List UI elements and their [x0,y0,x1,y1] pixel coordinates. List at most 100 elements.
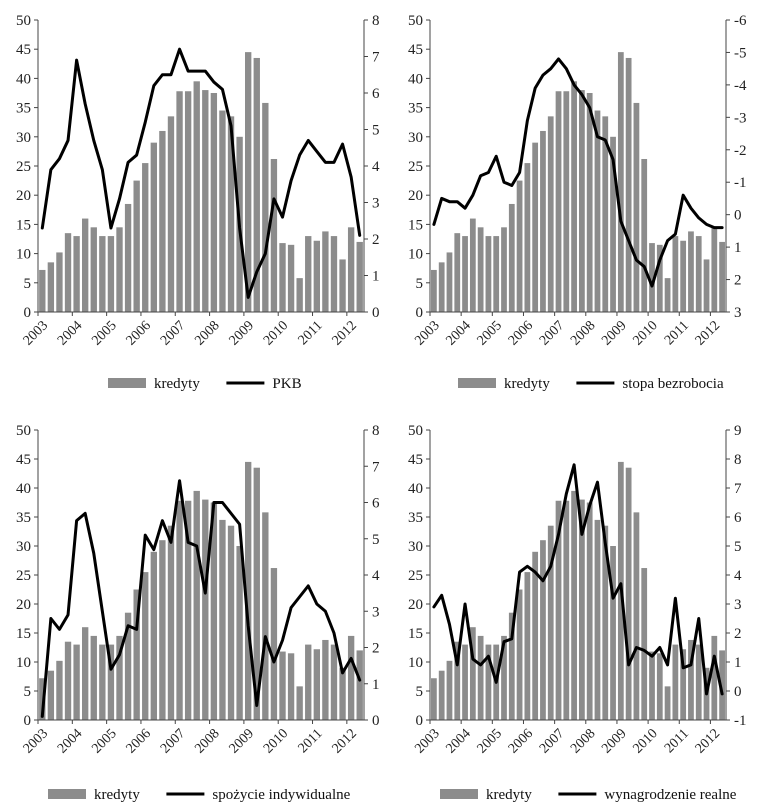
x-tick-label: 2007 [537,318,567,348]
bar-kredyty [641,158,648,312]
y-left-tick-label: 20 [16,597,31,613]
bar-kredyty [579,90,585,312]
bar-kredyty [516,589,523,720]
y-left-tick-label: 10 [408,655,423,671]
y-right-tick-label: 3 [372,196,380,212]
y-right-tick-label: 8 [372,13,380,29]
x-tick-label: 2006 [506,318,536,348]
bar-kredyty [142,163,149,312]
y-right-tick-label: -1 [734,713,747,729]
bar-kredyty [219,110,226,313]
bar-kredyty [90,227,97,312]
y-left-tick-label: 45 [16,42,31,58]
y-left-tick-label: 40 [408,481,423,497]
bar-kredyty [485,644,492,720]
bar-kredyty [39,678,46,720]
bar-kredyty [64,233,72,312]
x-tick-label: 2005 [89,726,119,756]
bar-kredyty [610,546,616,720]
bar-kredyty [322,231,329,312]
bar-kredyty [322,639,329,720]
bar-kredyty [313,240,320,312]
bar-kredyty [594,110,601,313]
bar-kredyty [446,660,453,720]
bar-kredyty [305,644,312,720]
bar-kredyty [462,644,468,720]
legend: kredyty PKB [108,376,302,392]
y-left-tick-label: 40 [408,71,423,87]
bar-kredyty [672,644,679,720]
y-left-tick-label: 35 [16,101,31,117]
bar-kredyty [56,660,63,720]
y-right-tick-label: 7 [372,50,380,66]
y-left-tick-label: 40 [16,71,31,87]
x-tick-label: 2003 [21,726,51,756]
chart-2: 051015202530354045503210-1-2-3-4-5-62003… [408,13,747,392]
y-left-tick-label: 50 [16,423,31,439]
bar-kredyty [547,525,554,720]
y-left-tick-label: 5 [416,684,424,700]
bar-kredyty [339,667,346,720]
bar-kredyty [227,116,235,312]
y-right-tick-label: 4 [734,568,742,584]
x-tick-label: 2003 [21,318,51,348]
bar-kredyty [176,91,183,312]
bar-kredyty [287,244,295,312]
y-right-tick-label: 3 [734,305,742,321]
bar-kredyty [547,116,554,312]
bar-kredyty [133,589,140,720]
y-left-tick-label: 35 [16,510,31,526]
y-left-tick-label: 25 [408,159,423,175]
y-left-tick-label: 50 [408,423,423,439]
y-left-tick-label: 20 [16,188,31,204]
x-tick-label: 2007 [158,318,188,348]
legend: kredyty spożycie indywidualne [48,787,351,803]
y-right-tick-label: 0 [372,305,380,321]
y-right-tick-label: 6 [372,496,380,512]
bar-kredyty [313,649,320,720]
line-spożycie-indywidualne [40,479,362,718]
bar-kredyty [142,572,149,720]
y-right-tick-label: 1 [372,677,380,693]
y-left-tick-label: 25 [16,159,31,175]
x-tick-label: 2003 [412,726,442,756]
bar-kredyty [116,227,123,312]
line-PKB [40,47,362,299]
x-tick-label: 2012 [693,318,723,348]
bar-kredyty [532,142,539,312]
x-tick-label: 2008 [192,726,222,756]
legend: kredyty stopa bezrobocia [458,376,724,392]
bar-kredyty [555,500,562,720]
bar-kredyty [305,236,312,312]
y-right-tick-label: 8 [734,452,742,468]
bar-kredyty [124,203,132,312]
bar-kredyty [602,525,609,720]
bar-kredyty [431,269,437,312]
legend-swatch-kredyty [108,378,146,388]
legend: kredyty wynagrodzenie realne [440,787,737,803]
bar-kredyty [73,236,80,312]
bar-kredyty [202,499,209,720]
bar-kredyty [649,651,655,720]
x-tick-label: 2004 [55,726,85,756]
x-tick-label: 2011 [296,726,326,756]
bar-kredyty [625,467,632,720]
bar-kredyty [454,641,461,720]
x-tick-label: 2004 [443,318,473,348]
bar-kredyty [594,519,601,720]
y-left-tick-label: 20 [408,188,423,204]
legend-label-kredyty: kredyty [94,787,140,803]
bar-kredyty [219,519,226,720]
bar-kredyty [688,639,694,720]
line-wynagrodzenie-realne [432,463,724,696]
bar-kredyty [262,512,269,720]
bar-kredyty [347,635,355,720]
bar-kredyty [501,227,507,312]
bar-kredyty [339,259,346,312]
bar-kredyty [167,525,175,720]
y-left-tick-label: 10 [16,247,31,263]
bar-kredyty [296,686,303,720]
y-left-tick-label: 20 [408,597,423,613]
bar-kredyty [532,551,539,720]
y-right-tick-label: 1 [734,655,742,671]
